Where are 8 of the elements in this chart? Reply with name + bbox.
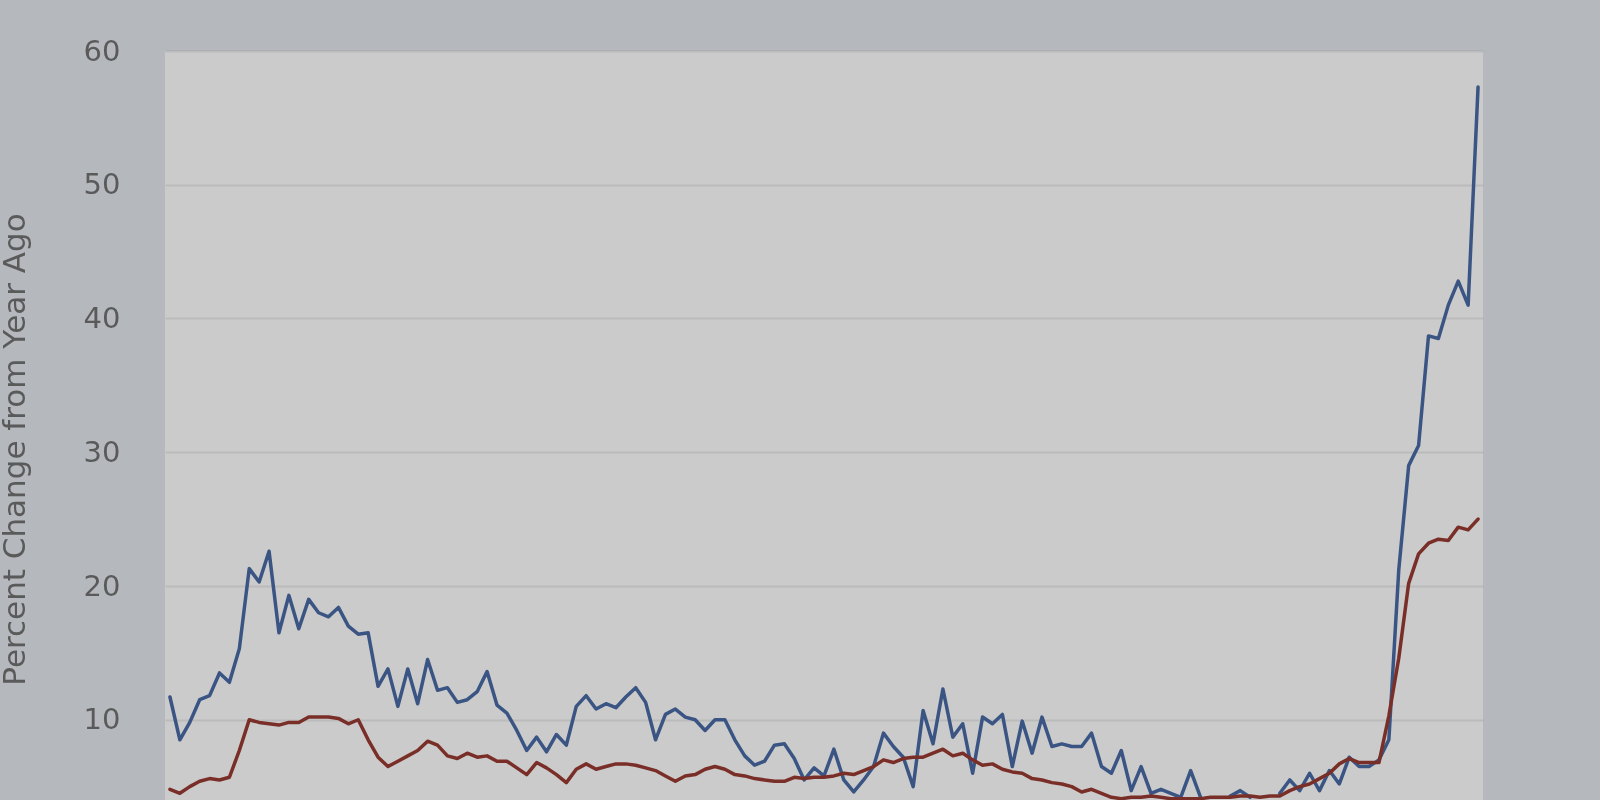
line-series bbox=[168, 517, 1480, 800]
y-tick-label: 40 bbox=[83, 301, 121, 335]
y-axis-title: Percent Change from Year Ago bbox=[0, 213, 32, 686]
y-tick-label: 30 bbox=[83, 434, 121, 469]
y-tick-label: 20 bbox=[83, 568, 121, 603]
y-tick-label: 60 bbox=[83, 33, 121, 68]
y-tick-label: 50 bbox=[83, 167, 121, 202]
y-tick-label: 10 bbox=[83, 702, 121, 737]
